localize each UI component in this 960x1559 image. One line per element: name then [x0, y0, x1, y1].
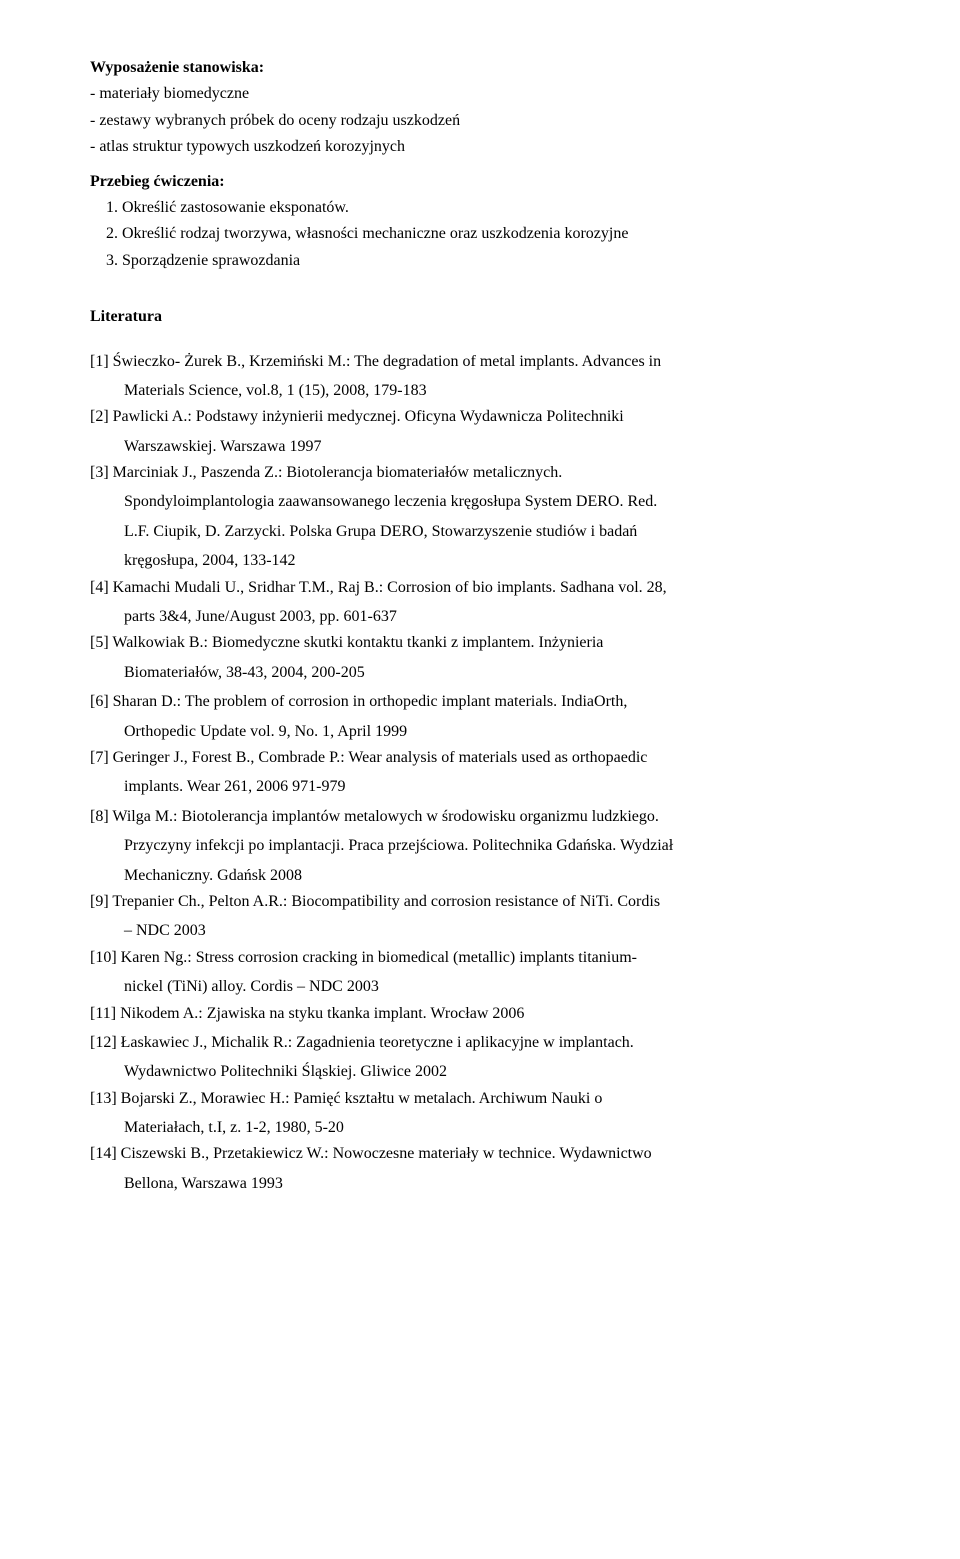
reference-item-cont: Spondyloimplantologia zaawansowanego lec… [90, 489, 875, 515]
reference-item-cont: kręgosłupa, 2004, 133-142 [90, 548, 875, 574]
reference-item-cont: L.F. Ciupik, D. Zarzycki. Polska Grupa D… [90, 519, 875, 545]
reference-item-cont: Materiałach, t.I, z. 1-2, 1980, 5-20 [90, 1115, 875, 1141]
reference-item-cont: Bellona, Warszawa 1993 [90, 1171, 875, 1197]
equipment-item: - atlas struktur typowych uszkodzeń koro… [90, 134, 875, 160]
reference-item: [1] Świeczko- Żurek B., Krzemiński M.: T… [90, 349, 875, 375]
reference-item-cont: Materials Science, vol.8, 1 (15), 2008, … [90, 378, 875, 404]
reference-item-cont: Przyczyny infekcji po implantacji. Praca… [90, 833, 875, 859]
reference-item: [9] Trepanier Ch., Pelton A.R.: Biocompa… [90, 889, 875, 915]
reference-item-cont: parts 3&4, June/August 2003, pp. 601-637 [90, 604, 875, 630]
reference-item: [7] Geringer J., Forest B., Combrade P.:… [90, 745, 875, 771]
reference-item-cont: Biomateriałów, 38-43, 2004, 200-205 [90, 660, 875, 686]
procedure-step: 2. Określić rodzaj tworzywa, własności m… [90, 221, 875, 247]
equipment-item: - zestawy wybranych próbek do oceny rodz… [90, 108, 875, 134]
reference-item-cont: Wydawnictwo Politechniki Śląskiej. Gliwi… [90, 1059, 875, 1085]
reference-item-cont: Mechaniczny. Gdańsk 2008 [90, 863, 875, 889]
reference-item-cont: Warszawskiej. Warszawa 1997 [90, 434, 875, 460]
reference-item: [4] Kamachi Mudali U., Sridhar T.M., Raj… [90, 575, 875, 601]
reference-item: [3] Marciniak J., Paszenda Z.: Biotolera… [90, 460, 875, 486]
procedure-heading: Przebieg ćwiczenia: [90, 169, 875, 195]
reference-item-cont: Orthopedic Update vol. 9, No. 1, April 1… [90, 719, 875, 745]
reference-item: [6] Sharan D.: The problem of corrosion … [90, 689, 875, 715]
reference-item: [14] Ciszewski B., Przetakiewicz W.: Now… [90, 1141, 875, 1167]
literature-heading: Literatura [90, 304, 875, 330]
reference-item: [11] Nikodem A.: Zjawiska na styku tkank… [90, 1001, 875, 1027]
reference-item: [12] Łaskawiec J., Michalik R.: Zagadnie… [90, 1030, 875, 1056]
reference-item: [5] Walkowiak B.: Biomedyczne skutki kon… [90, 630, 875, 656]
reference-item: [8] Wilga M.: Biotolerancja implantów me… [90, 804, 875, 830]
reference-item: [10] Karen Ng.: Stress corrosion crackin… [90, 945, 875, 971]
reference-item-cont: implants. Wear 261, 2006 971-979 [90, 774, 875, 800]
procedure-step: 1. Określić zastosowanie eksponatów. [90, 195, 875, 221]
procedure-step: 3. Sporządzenie sprawozdania [90, 248, 875, 274]
equipment-heading: Wyposażenie stanowiska: [90, 55, 875, 81]
reference-item: [13] Bojarski Z., Morawiec H.: Pamięć ks… [90, 1086, 875, 1112]
reference-item-cont: – NDC 2003 [90, 918, 875, 944]
reference-item-cont: nickel (TiNi) alloy. Cordis – NDC 2003 [90, 974, 875, 1000]
reference-item: [2] Pawlicki A.: Podstawy inżynierii med… [90, 404, 875, 430]
equipment-item: - materiały biomedyczne [90, 81, 875, 107]
